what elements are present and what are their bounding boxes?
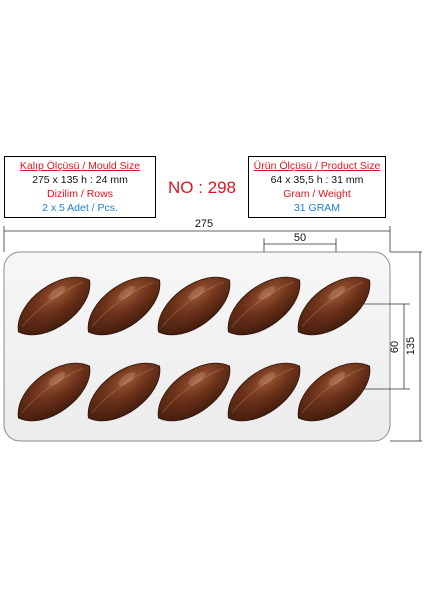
model-number: NO : 298 — [167, 178, 237, 197]
pitch-dimension-label: 50 — [294, 232, 306, 244]
chocolate-cavity — [87, 362, 161, 422]
product-size-box: Ürün Ölçüsü / Product Size 64 x 35,5 h :… — [248, 156, 386, 218]
cavities — [17, 276, 371, 422]
chocolate-cavity — [17, 362, 91, 422]
mould-size-box: Kalıp Ölçüsü / Mould Size 275 x 135 h : … — [4, 156, 156, 218]
mould-size-value: 275 x 135 h : 24 mm — [32, 174, 128, 186]
product-size-value: 64 x 35,5 h : 31 mm — [270, 174, 364, 186]
height-dimension-label: 135 — [405, 337, 417, 355]
chocolate-cavity — [157, 276, 231, 336]
rows-value: 2 x 5 Adet / Pcs. — [42, 202, 118, 214]
chocolate-cavity — [297, 276, 371, 336]
width-dimension: 275 — [3, 218, 391, 252]
row-pitch-dimension: 60 — [364, 303, 410, 390]
chocolate-cavity — [17, 276, 91, 336]
rows-label: Dizilim / Rows — [47, 188, 113, 200]
chocolate-cavity — [227, 276, 301, 336]
weight-value: 31 GRAM — [293, 202, 341, 214]
mould-size-title: Kalıp Ölçüsü / Mould Size — [19, 160, 141, 172]
chocolate-cavity — [227, 362, 301, 422]
chocolate-cavity — [157, 362, 231, 422]
height-dimension: 135 — [390, 251, 422, 442]
row-pitch-dimension-label: 60 — [389, 341, 401, 353]
chocolate-cavity — [87, 276, 161, 336]
width-dimension-label: 275 — [195, 218, 213, 230]
product-size-title: Ürün Ölçüsü / Product Size — [253, 160, 381, 172]
chocolate-cavity — [297, 362, 371, 422]
weight-label: Gram / Weight — [283, 188, 351, 200]
